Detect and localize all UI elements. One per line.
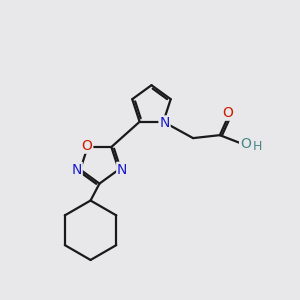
Text: N: N [71, 163, 82, 177]
Text: N: N [159, 116, 170, 130]
Text: O: O [223, 106, 234, 120]
Text: N: N [117, 163, 128, 177]
Text: O: O [82, 139, 92, 153]
Text: H: H [253, 140, 262, 153]
Text: O: O [240, 137, 251, 151]
